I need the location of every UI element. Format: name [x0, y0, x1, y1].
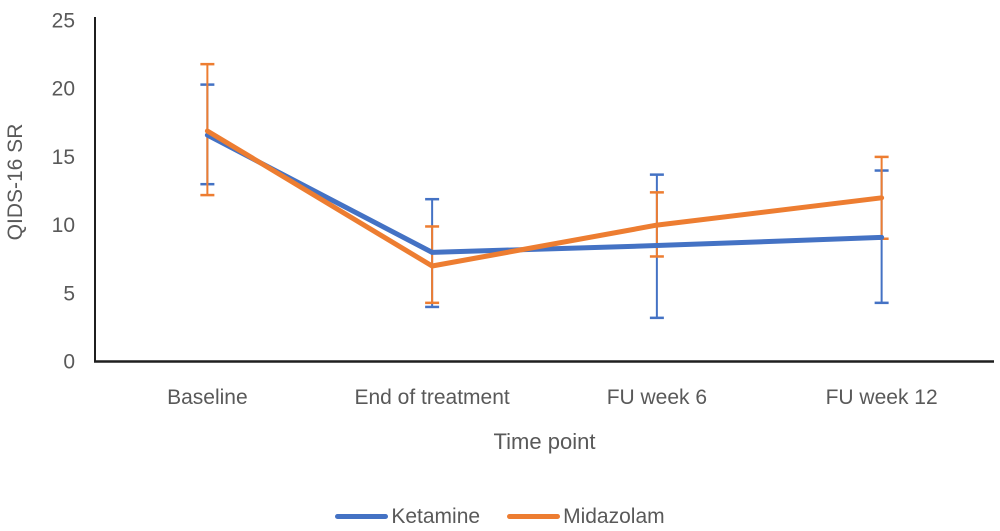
y-tick-label: 0 — [63, 351, 75, 374]
x-category-label: FU week 6 — [607, 386, 707, 409]
y-tick-label: 25 — [52, 10, 75, 33]
y-tick-label: 5 — [63, 282, 75, 305]
midazolam-line-swatch — [507, 513, 561, 519]
legend-item-ketamine: Ketamine — [335, 506, 480, 527]
series-line-ketamine — [204, 132, 885, 255]
y-axis-title: QIDS-16 SR — [4, 124, 27, 241]
ketamine-line-swatch — [335, 513, 389, 519]
x-category-label: FU week 12 — [826, 386, 938, 409]
legend-label-midazolam: Midazolam — [563, 504, 665, 528]
y-tick-label: 20 — [52, 78, 75, 101]
legend-label-ketamine: Ketamine — [391, 504, 481, 528]
x-axis-title: Time point — [494, 429, 596, 454]
legend-item-midazolam: Midazolam — [507, 506, 665, 527]
legend: Ketamine Midazolam — [0, 503, 1000, 529]
y-tick-label: 10 — [52, 214, 75, 237]
x-category-label: End of treatment — [354, 386, 509, 409]
series-line-midazolam — [204, 128, 885, 269]
x-category-label: Baseline — [167, 386, 248, 409]
y-tick-label: 15 — [52, 146, 75, 169]
